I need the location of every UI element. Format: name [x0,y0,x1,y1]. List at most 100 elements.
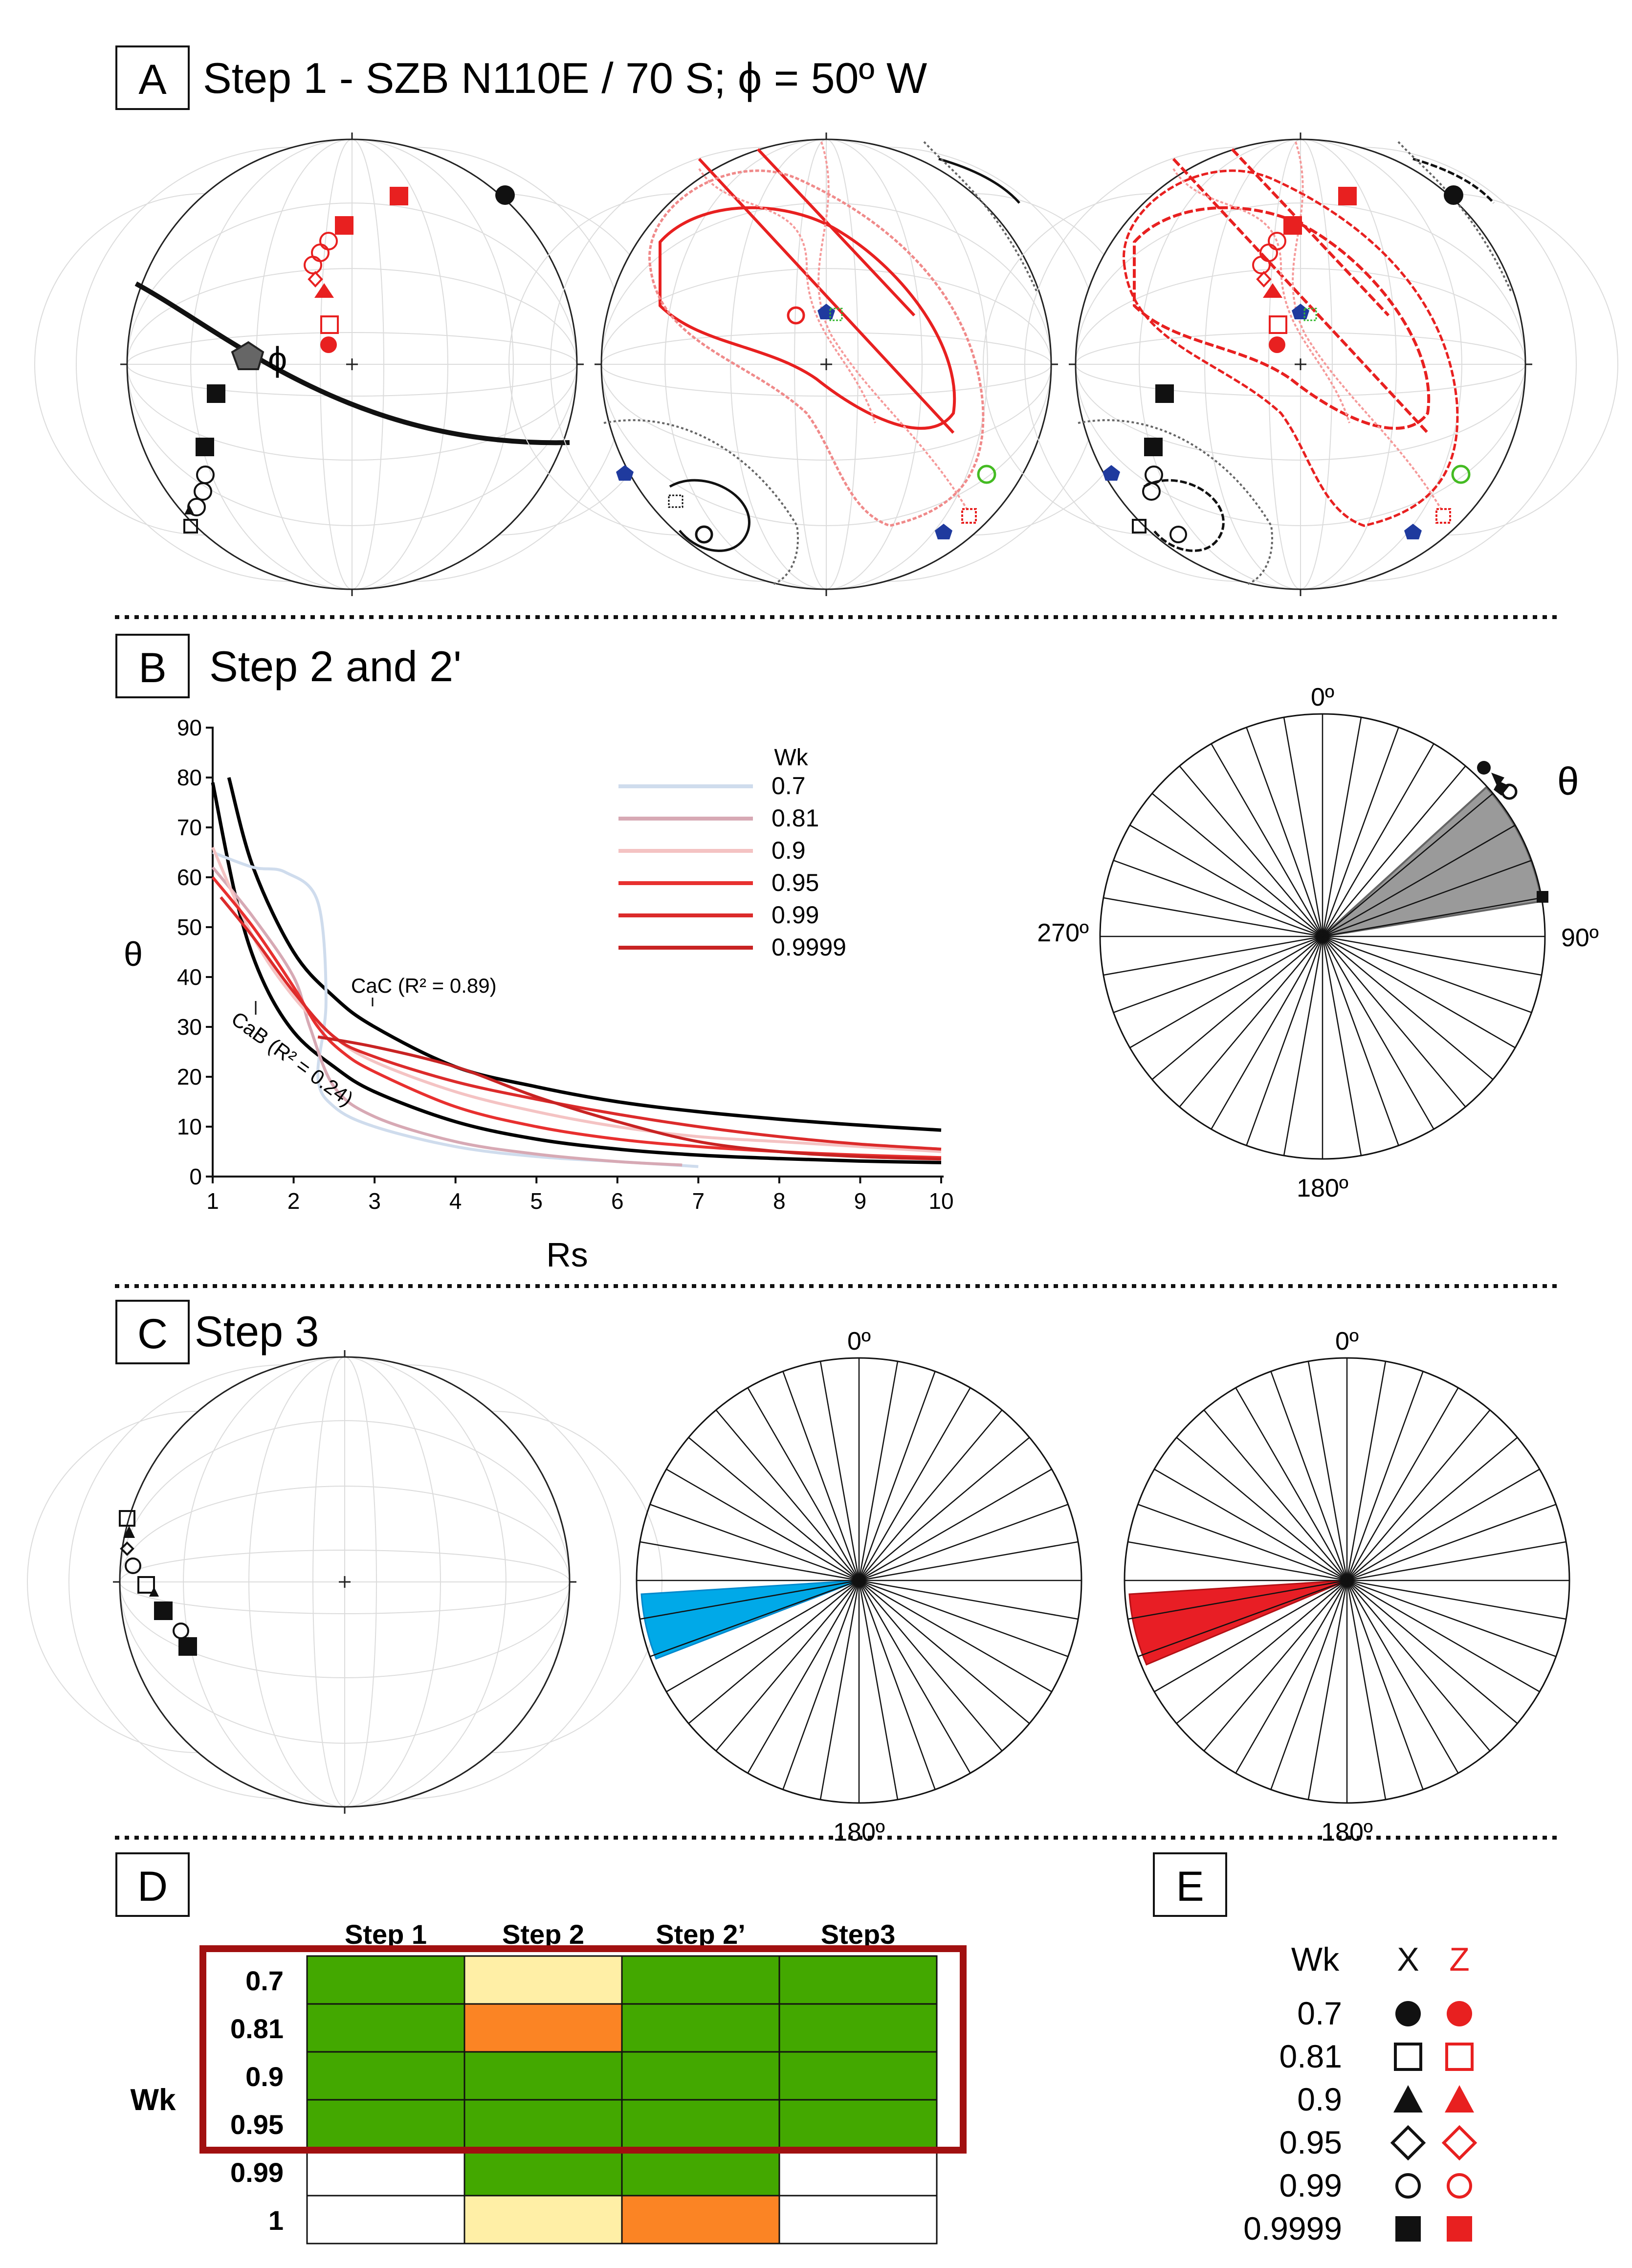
panel-b-letter: B [138,645,166,691]
green-square-marker [829,308,843,321]
table-column-header: Step 2 [502,1919,584,1950]
legend-e-x-circle-open [1395,2173,1421,2199]
rose-spoke [1151,936,1323,1080]
rose-spoke [1322,743,1434,937]
y-tick-label: 70 [177,815,202,840]
table-row-label: 0.9 [245,2061,284,2092]
theta-label: θ [1557,759,1579,803]
combined-z-square [1435,508,1451,524]
rose-spoke [1176,1580,1347,1724]
combined-z-markers [1263,187,1357,353]
y-tick-label: 20 [177,1064,202,1090]
rose-spoke [666,1468,860,1581]
rose-spoke [858,1580,899,1800]
rose-spoke [1154,1468,1347,1581]
rose-b-south: 180º [1297,1174,1348,1202]
panel-e-letter-box [1153,1852,1227,1917]
rose-spoke [859,1437,1030,1581]
shear-zone-great-circle [134,281,570,445]
panel-c: C Step 3 0º 180º [26,1300,1570,1846]
combined-green-square [1303,308,1317,321]
symbol-legend: 0.7 0.81 0.9 0.95 0.99 0.9999 [1243,1995,1478,2246]
rose-spoke [819,1580,860,1800]
rose-spoke [747,1580,860,1774]
legend-e-x-square-filled [1395,2216,1421,2242]
series-line-0.7 [212,851,699,1168]
red-sector [1128,1579,1347,1666]
theta-rs-chart: 0 10 20 30 40 50 60 70 80 90 1 2 3 4 5 6 7 8 9 10 θ Rs CaC… [124,715,954,1274]
rose-spoke [782,1580,860,1790]
table-column-header: Step 2’ [656,1919,746,1950]
z-contour-inner [659,206,956,430]
rose-spoke [859,1468,1052,1581]
panel-c-title: Step 3 [195,1307,319,1356]
blue-pentagon-bottom [935,524,952,539]
legend-title: Wk [774,745,808,771]
legend-e-wk: 0.7 [1297,1995,1342,2031]
rose-spoke [1137,1579,1347,1657]
x-tick-label: 4 [449,1188,462,1214]
rose-spoke [1270,1580,1348,1790]
rose-spoke [858,1580,971,1774]
combined-x-contour-top [1412,157,1495,204]
rose-spoke [1151,793,1323,937]
rose-spoke [1346,1579,1566,1620]
rose-spoke [1346,1579,1557,1657]
table-cell [778,2003,938,2053]
panel-e-letter: E [1176,1863,1204,1910]
table-cell [306,2003,465,2053]
y-axis-label: θ [124,935,143,973]
theta-marker-circle [1477,761,1491,775]
x-tick-label: 9 [854,1188,867,1214]
x-contour-bottom [669,479,750,552]
rose-spoke [1346,1580,1518,1724]
table-cell [306,2195,465,2245]
rose-spoke [1346,1541,1566,1581]
series-line-0.99 [220,896,942,1151]
table-cell [778,2195,938,2245]
table-cell [621,1955,780,2005]
table-row-label: 0.7 [245,1965,284,1996]
rose-spoke [1322,936,1362,1156]
rose-spoke [1346,1580,1459,1774]
rose-spoke [1346,1437,1518,1581]
rose-spoke [715,1580,860,1752]
rose-spoke [1322,860,1532,937]
rose-spoke [1322,936,1399,1146]
rose-spoke [1283,936,1323,1156]
legend-e-z: Z [1449,1941,1470,1978]
legend-e-x-triangle-filled [1393,2085,1423,2112]
rose-spoke [1246,727,1323,937]
rose-spoke [1203,1409,1347,1581]
y-tick-label: 10 [177,1114,202,1139]
table-cell [621,2051,780,2101]
legend-label: 0.95 [772,869,819,896]
table-row-label: 1 [268,2205,284,2236]
density-contour [698,148,955,434]
table-row-label: 0.81 [230,2013,284,2044]
y-tick-label: 0 [189,1164,202,1189]
rose-spoke [1307,1580,1348,1800]
rose-spoke [1346,1387,1459,1581]
chart-legend: 0.7 0.81 0.9 0.95 0.99 0.9999 [618,772,846,961]
z-contour-faint-2 [817,141,969,512]
rose-spoke [1346,1409,1491,1581]
rose-spoke [858,1580,936,1790]
rose-spoke [859,1579,1069,1657]
x-tick-label: 8 [773,1188,786,1214]
panel-b: B Step 2 and 2' 0 10 20 30 40 50 60 70 80 90 1 2 3 4… [115,634,1599,1274]
rose-spoke [649,1504,860,1581]
x-tick-label: 6 [611,1188,624,1214]
rose-spoke [1322,935,1542,976]
combined-blue-pentagon-bottom [1404,524,1422,539]
legend-e-wk: 0.9 [1297,2081,1342,2117]
rose-spoke [1322,727,1399,937]
rose-spoke [1346,1468,1540,1581]
legend-label: 0.81 [772,804,819,832]
legend-e-x-diamond-open [1390,2125,1426,2161]
table-cell [463,1955,623,2005]
panel-d: D Step 1 Step 2 Step 2’ Step3 0.7 0.81 0.9 0.95… [115,1852,967,2245]
cac-annotation: CaC (R² = 0.89) [351,974,497,997]
combined-x-contour-bottom-outer [1078,419,1273,585]
